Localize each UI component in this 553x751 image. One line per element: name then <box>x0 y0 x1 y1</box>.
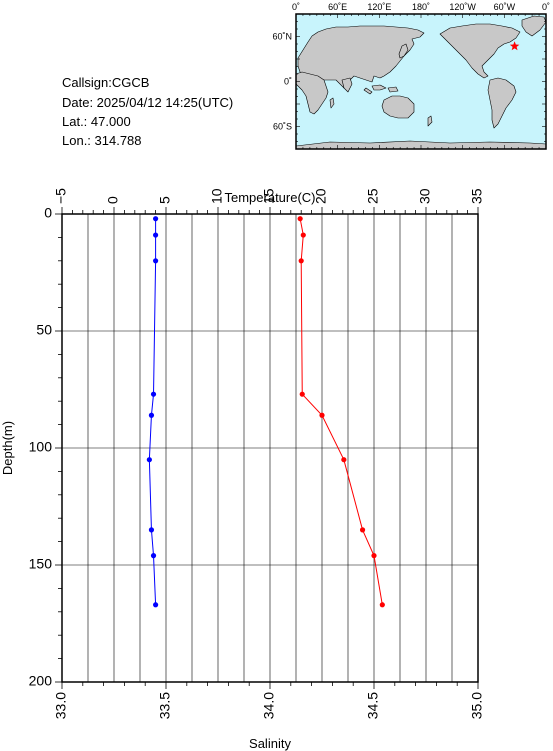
map-lon-label: 120˚W <box>449 2 476 12</box>
temperature-tick-label: 10 <box>209 188 225 204</box>
temperature-point <box>298 258 304 264</box>
land-australia <box>381 95 415 119</box>
temperature-point <box>297 216 303 222</box>
land-indonesia <box>363 84 399 95</box>
salinity-tick-label: 35.0 <box>469 692 485 719</box>
salinity-point <box>153 216 159 222</box>
salinity-tick-label: 33.0 <box>53 692 69 719</box>
temperature-tick-label: 0 <box>105 196 121 204</box>
land-madagascar <box>329 97 335 109</box>
depth-tick-label: 0 <box>44 205 52 221</box>
depth-tick-labels: 0 50 100 150 200 <box>29 205 53 689</box>
land-new-zealand <box>427 115 433 127</box>
temperature-point <box>319 412 325 418</box>
longitude-text: Lon.: 314.788 <box>62 133 142 148</box>
land-africa <box>295 71 329 115</box>
depth-tick-label: 150 <box>29 556 53 572</box>
map-lon-label: 60˚W <box>494 2 516 12</box>
date-text: Date: 2025/04/12 14:25(UTC) <box>62 95 233 110</box>
temperature-tick-label: 15 <box>261 188 277 204</box>
series-layer <box>146 216 385 608</box>
map-lat-label: 0˚ <box>284 77 292 87</box>
profile-plot: −5 0 5 10 15 20 25 30 35 33.0 33.5 34.0 34.5 35.0 05… <box>0 188 485 751</box>
temperature-tick-labels: −5 0 5 10 15 20 25 30 35 <box>53 188 485 204</box>
temperature-point <box>299 391 305 397</box>
salinity-point <box>153 258 159 264</box>
temperature-axis-label: Temperature(C) <box>224 190 315 205</box>
temperature-tick-label: 35 <box>469 188 485 204</box>
land-india <box>341 77 353 93</box>
map-lon-label: 0˚ <box>292 2 300 12</box>
salinity-point <box>153 232 159 238</box>
star-icon <box>509 41 520 51</box>
salinity-point <box>150 391 157 397</box>
temperature-tick-label: 30 <box>417 188 433 204</box>
map-labels: 0˚ 60˚E 120˚E 180˚ 120˚W 60˚W 0˚ 60˚N 0˚ 60˚S <box>272 2 550 132</box>
map-lon-label: 60˚E <box>328 2 347 12</box>
world-map: 0˚ 60˚E 120˚E 180˚ 120˚W 60˚W 0˚ 60˚N 0˚ 60˚S <box>272 2 550 150</box>
depth-tick-label: 100 <box>29 439 53 455</box>
salinity-tick-label: 33.5 <box>157 692 173 719</box>
temperature-point <box>341 457 347 463</box>
map-lon-label: 180˚ <box>412 2 430 12</box>
land-south-america <box>487 77 517 129</box>
temperature-point <box>359 527 366 533</box>
salinity-point <box>146 457 152 463</box>
callsign-text: Callsign:CGCB <box>62 75 149 90</box>
temperature-tick-label: 25 <box>365 188 381 204</box>
temperature-tick-label: −5 <box>53 188 69 204</box>
temperature-point <box>371 553 377 559</box>
temperature-tick-label: 5 <box>157 196 173 204</box>
depth-axis-label: Depth(m) <box>0 421 15 475</box>
temperature-tick-label: 20 <box>313 188 329 204</box>
map-marker-layer <box>509 41 520 51</box>
temperature-profile-line <box>299 218 383 605</box>
station-info: Callsign:CGCB Date: 2025/04/12 14:25(UTC… <box>62 75 233 148</box>
latitude-text: Lat.: 47.000 <box>62 114 131 129</box>
salinity-point <box>153 602 159 608</box>
map-lon-label: 0˚ <box>542 2 550 12</box>
salinity-axis-label: Salinity <box>249 736 291 751</box>
salinity-point <box>148 527 155 533</box>
land-japan <box>398 43 409 59</box>
salinity-point <box>148 412 155 418</box>
land-north-america <box>439 23 521 79</box>
plot-grid <box>62 214 478 682</box>
plot-ticks <box>55 207 479 689</box>
temperature-point <box>300 232 306 238</box>
map-lat-label: 60˚S <box>273 122 292 132</box>
land-greenland <box>521 15 547 37</box>
salinity-tick-label: 34.0 <box>261 692 277 719</box>
salinity-tick-label: 34.5 <box>365 692 381 719</box>
salinity-tick-labels: 33.0 33.5 34.0 34.5 35.0 <box>53 692 485 719</box>
salinity-profile-line <box>148 218 157 605</box>
map-ticks <box>295 13 547 150</box>
map-lat-label: 60˚N <box>272 32 292 42</box>
map-lon-label: 120˚E <box>367 2 391 12</box>
salinity-point <box>150 553 157 559</box>
map-land <box>295 15 547 150</box>
depth-tick-label: 200 <box>29 673 53 689</box>
depth-tick-label: 50 <box>36 322 52 338</box>
temperature-point <box>379 602 385 608</box>
